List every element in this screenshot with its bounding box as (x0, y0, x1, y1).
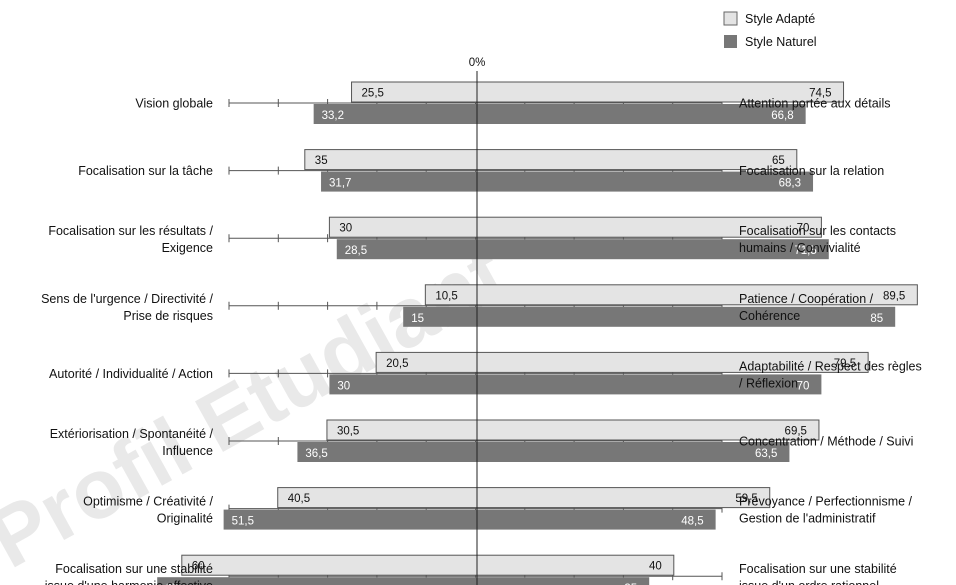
value-label: 35 (315, 155, 328, 167)
plot-area: 25,5 74,5 33,2 66,8 Vision globale Attention … (41, 57, 922, 585)
row: 30,5 69,5 36,5 63,5 Extériorisation / Sponta… (50, 419, 913, 462)
value-label: 89,5 (883, 290, 905, 302)
left-label: Originalité (157, 512, 213, 526)
value-label: 74,5 (809, 88, 831, 100)
bar-style-naturel (223, 509, 716, 530)
value-label: 20,5 (386, 358, 408, 370)
left-label: Exigence (162, 241, 213, 255)
row: 20,5 79,5 30 70 Autorité / Individualité / A… (49, 351, 922, 395)
value-label: 71,5 (794, 245, 816, 257)
legend-label: Style Adapté (745, 12, 815, 26)
left-label: Optimisme / Créativité / (83, 495, 213, 509)
row: 10,5 89,5 15 85 Sens de l'urgence / Directiv… (41, 284, 918, 327)
value-label: 10,5 (435, 290, 457, 302)
legend-swatch (723, 11, 738, 26)
value-label: 31,7 (329, 178, 351, 190)
value-label: 59,5 (735, 493, 757, 505)
right-label: / Réflexion (739, 376, 798, 390)
bar-style-adapte (181, 554, 675, 576)
center-axis-label: 0% (469, 57, 486, 69)
value-label: 69,5 (785, 426, 807, 438)
legend-swatch (724, 35, 737, 48)
left-label: Vision globale (135, 97, 213, 111)
right-label: Focalisation sur une stabilité (739, 562, 897, 576)
value-label: 79,5 (834, 358, 856, 370)
value-label: 40,5 (288, 493, 310, 505)
left-label: Sens de l'urgence / Directivité / (41, 292, 213, 306)
value-label: 68,3 (779, 178, 801, 190)
legend: Style Adapté Style Naturel (723, 11, 817, 49)
right-label: issue d'un ordre rationnel (739, 579, 879, 585)
row: 35 65 31,7 68,3 Focalisation sur la tâche Foc… (78, 149, 884, 192)
right-label: Cohérence (739, 309, 800, 323)
left-label: Autorité / Individualité / Action (49, 367, 213, 381)
row: 25,5 74,5 33,2 66,8 Vision globale Attention … (135, 81, 891, 124)
right-label: Adaptabilité / Respect des règles (739, 359, 922, 373)
value-label: 15 (411, 313, 424, 325)
right-label: humains / Convivialité (739, 241, 861, 255)
value-label: 35 (624, 583, 637, 585)
value-label: 65 (165, 583, 178, 585)
value-label: 30 (339, 223, 352, 235)
value-label: 60 (192, 561, 205, 573)
value-label: 40 (649, 561, 662, 573)
left-label: Extériorisation / Spontanéité / (50, 427, 214, 441)
right-label: Gestion de l'administratif (739, 512, 876, 526)
right-label: Concentration / Méthode / Suivi (739, 435, 913, 449)
bar-style-adapte (328, 216, 822, 238)
bar-style-adapte (277, 487, 771, 509)
bar-style-adapte (424, 284, 918, 306)
right-label: Prévoyance / Perfectionnisme / (739, 495, 913, 509)
bar-style-naturel (321, 171, 814, 192)
left-label: Prise de risques (123, 309, 213, 323)
right-label: Focalisation sur la relation (739, 164, 884, 178)
value-label: 85 (870, 313, 883, 325)
row: 30 70 28,5 71,5 Focalisation sur les résulta… (48, 216, 896, 260)
left-label: Influence (162, 444, 213, 458)
value-label: 65 (772, 155, 785, 167)
right-label: Attention portée aux détails (739, 97, 891, 111)
value-label: 36,5 (305, 448, 327, 460)
left-label: Focalisation sur une stabilité (55, 562, 213, 576)
bar-style-naturel (336, 239, 829, 260)
bar-style-naturel (157, 577, 650, 585)
value-label: 33,2 (322, 110, 344, 122)
bar-style-adapte (375, 351, 869, 373)
bar-style-adapte (351, 81, 845, 103)
right-label: Patience / Coopération / (739, 292, 874, 306)
value-label: 30 (337, 380, 350, 392)
value-label: 63,5 (755, 448, 777, 460)
value-label: 70 (797, 380, 810, 392)
bar-style-adapte (326, 419, 820, 441)
value-label: 66,8 (771, 110, 793, 122)
bar-style-naturel (313, 104, 806, 124)
bar-style-naturel (329, 374, 822, 395)
value-label: 25,5 (362, 88, 384, 100)
row: 40,5 59,5 51,5 48,5 Optimisme / Créativité /… (83, 487, 913, 530)
value-label: 51,5 (232, 516, 254, 528)
bar-style-naturel (297, 442, 790, 462)
left-label: Focalisation sur les résultats / (48, 224, 213, 238)
bar-style-naturel (403, 306, 896, 327)
value-label: 48,5 (681, 516, 703, 528)
right-label: Focalisation sur les contacts (739, 224, 896, 238)
value-label: 28,5 (345, 245, 367, 257)
value-label: 70 (797, 223, 810, 235)
legend-label: Style Naturel (745, 35, 817, 49)
value-label: 30,5 (337, 426, 359, 438)
left-label: issue d'une harmonie affective (45, 579, 213, 585)
left-label: Focalisation sur la tâche (78, 164, 213, 178)
bar-style-adapte (304, 149, 798, 171)
watermark: Profil Etudiant (0, 225, 521, 585)
row: 60 40 65 35 Focalisation sur une stabilité is… (45, 554, 897, 585)
